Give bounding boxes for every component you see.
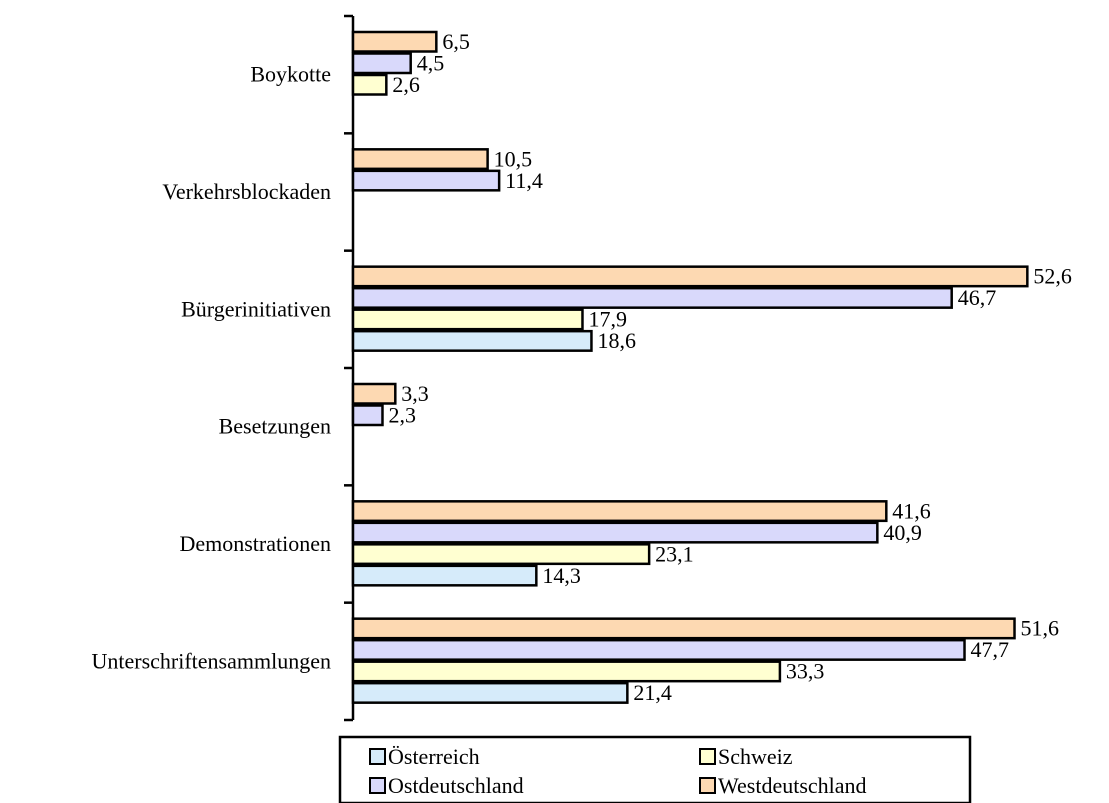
value-label-demonstrationen-westdeutschland: 41,6	[892, 498, 931, 523]
category-label-buergerinitiativen: Bürgerinitiativen	[181, 296, 331, 321]
bar-unterschriftensammlungen-schweiz	[351, 660, 782, 683]
legend-swatch-schweiz	[699, 748, 716, 765]
bar-boykotte-ostdeutschland	[351, 52, 412, 75]
bar-verkehrsblockaden-westdeutschland	[351, 148, 489, 171]
legend-box	[338, 735, 972, 803]
value-label-besetzungen-westdeutschland: 3,3	[401, 381, 429, 406]
bar-verkehrsblockaden-ostdeutschland	[351, 169, 501, 192]
legend-swatch-oesterreich	[369, 748, 386, 765]
bar-demonstrationen-westdeutschland	[351, 500, 888, 523]
value-label-boykotte-westdeutschland: 6,5	[442, 29, 470, 54]
value-label-unterschriftensammlungen-westdeutschland: 51,6	[1021, 616, 1059, 641]
bar-boykotte-schweiz	[351, 73, 388, 96]
bar-boykotte-westdeutschland	[351, 30, 438, 53]
bar-buergerinitiativen-oesterreich	[351, 329, 593, 352]
category-label-verkehrsblockaden: Verkehrsblockaden	[162, 179, 331, 204]
bar-besetzungen-westdeutschland	[351, 382, 397, 405]
value-label-buergerinitiativen-ostdeutschland: 46,7	[958, 285, 997, 310]
bar-demonstrationen-ostdeutschland	[351, 521, 879, 544]
legend-label-westdeutschland: Westdeutschland	[718, 773, 867, 798]
value-label-demonstrationen-oesterreich: 14,3	[542, 563, 581, 588]
category-label-besetzungen: Besetzungen	[219, 414, 331, 439]
value-label-buergerinitiativen-westdeutschland: 52,6	[1033, 264, 1072, 289]
value-label-besetzungen-ostdeutschland: 2,3	[388, 403, 416, 428]
legend-label-ostdeutschland: Ostdeutschland	[388, 773, 524, 798]
value-label-boykotte-schweiz: 2,6	[392, 72, 420, 97]
value-label-buergerinitiativen-schweiz: 17,9	[588, 307, 627, 332]
bar-demonstrationen-schweiz	[351, 543, 651, 566]
bar-unterschriftensammlungen-westdeutschland	[351, 617, 1016, 640]
labels-group: Boykotte 6,54,52,6 Verkehrsblockaden 10,511…	[92, 29, 1072, 705]
value-label-verkehrsblockaden-ostdeutschland: 11,4	[505, 168, 543, 193]
bars-group	[351, 30, 1029, 704]
legend-swatch-westdeutschland	[699, 777, 716, 794]
bar-buergerinitiativen-schweiz	[351, 308, 584, 331]
legend-label-oesterreich: Österreich	[388, 744, 480, 769]
legend-swatch-ostdeutschland	[369, 777, 386, 794]
bar-demonstrationen-oesterreich	[351, 564, 538, 587]
category-label-boykotte: Boykotte	[250, 62, 331, 87]
category-label-demonstrationen: Demonstrationen	[179, 531, 331, 556]
value-label-buergerinitiativen-oesterreich: 18,6	[597, 328, 636, 353]
value-label-boykotte-ostdeutschland: 4,5	[417, 51, 445, 76]
legend-label-schweiz: Schweiz	[718, 744, 793, 769]
legend: Österreich Schweiz Ostdeutschland Westdeuts…	[338, 735, 972, 803]
value-label-unterschriftensammlungen-oesterreich: 21,4	[633, 680, 672, 705]
value-label-unterschriftensammlungen-schweiz: 33,3	[786, 659, 825, 684]
axis-group	[344, 14, 355, 722]
value-label-verkehrsblockaden-westdeutschland: 10,5	[494, 146, 533, 171]
bar-buergerinitiativen-ostdeutschland	[351, 286, 953, 309]
bar-buergerinitiativen-westdeutschland	[351, 265, 1029, 288]
value-label-unterschriftensammlungen-ostdeutschland: 47,7	[971, 637, 1010, 662]
bar-unterschriftensammlungen-ostdeutschland	[351, 638, 966, 661]
category-label-unterschriftensammlungen: Unterschriftensammlungen	[92, 648, 332, 673]
value-label-demonstrationen-ostdeutschland: 40,9	[883, 520, 922, 545]
bar-besetzungen-ostdeutschland	[351, 404, 384, 427]
bar-unterschriftensammlungen-oesterreich	[351, 681, 629, 704]
value-label-demonstrationen-schweiz: 23,1	[655, 541, 694, 566]
